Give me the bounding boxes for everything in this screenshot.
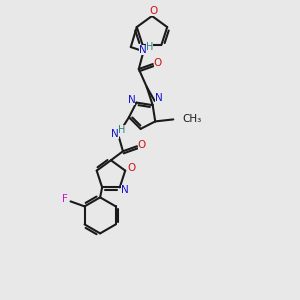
Text: O: O [138,140,146,150]
Text: N: N [121,185,129,195]
Text: CH₃: CH₃ [182,114,202,124]
Text: N: N [111,129,119,139]
Text: N: N [128,94,135,105]
Text: H: H [118,125,126,135]
Text: N: N [155,93,163,103]
Text: O: O [150,6,158,16]
Text: F: F [61,194,68,204]
Text: O: O [154,58,162,68]
Text: H: H [146,42,154,52]
Text: O: O [127,163,135,172]
Text: N: N [139,45,147,55]
